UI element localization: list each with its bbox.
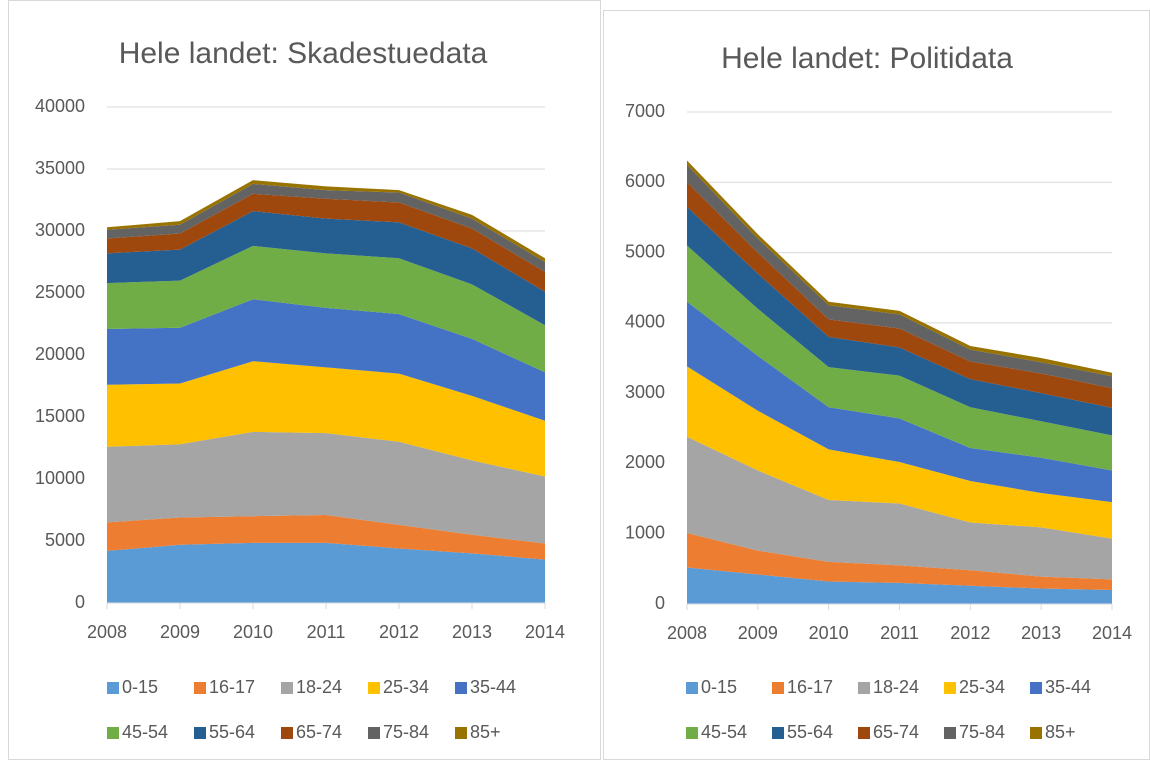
x-tick-label: 2012 — [950, 623, 990, 643]
x-tick-label: 2013 — [1021, 623, 1061, 643]
legend-label: 85+ — [470, 722, 501, 742]
x-tick-label: 2010 — [233, 622, 273, 642]
legend-label: 0-15 — [122, 677, 158, 697]
y-tick-label: 35000 — [35, 158, 85, 178]
legend-label: 85+ — [1045, 722, 1076, 742]
legend-swatch — [858, 727, 870, 739]
y-tick-label: 25000 — [35, 282, 85, 302]
legend-swatch — [772, 727, 784, 739]
legend-swatch — [686, 682, 698, 694]
x-tick-label: 2012 — [379, 622, 419, 642]
legend-swatch — [194, 727, 206, 739]
area — [687, 301, 1112, 503]
x-tick-label: 2008 — [87, 622, 127, 642]
y-tick-label: 5000 — [625, 241, 665, 261]
area — [107, 299, 545, 421]
legend-swatch — [194, 682, 206, 694]
area — [107, 183, 545, 272]
area — [687, 245, 1112, 471]
legend-swatch — [107, 682, 119, 694]
y-tick-label: 20000 — [35, 344, 85, 364]
x-tick-label: 2008 — [667, 623, 707, 643]
x-tick-label: 2014 — [1092, 623, 1132, 643]
y-tick-label: 0 — [655, 593, 665, 613]
area — [107, 245, 545, 373]
y-tick-label: 15000 — [35, 406, 85, 426]
legend-swatch — [455, 727, 467, 739]
y-tick-label: 40000 — [35, 96, 85, 116]
legend-swatch — [281, 727, 293, 739]
y-tick-label: 4000 — [625, 312, 665, 332]
y-tick-label: 1000 — [625, 522, 665, 542]
legend-swatch — [107, 727, 119, 739]
x-tick-label: 2011 — [307, 622, 346, 642]
legend-label: 45-54 — [701, 722, 747, 742]
area — [107, 431, 545, 544]
y-tick-label: 0 — [75, 592, 85, 612]
legend-swatch — [368, 682, 380, 694]
legend-label: 18-24 — [296, 677, 342, 697]
area — [687, 366, 1112, 539]
legend-swatch — [858, 682, 870, 694]
legend-swatch — [772, 682, 784, 694]
area — [687, 436, 1112, 580]
legend-label: 65-74 — [296, 722, 342, 742]
y-tick-label: 10000 — [35, 468, 85, 488]
legend-swatch — [686, 727, 698, 739]
legend-label: 65-74 — [873, 722, 919, 742]
legend-label: 75-84 — [959, 722, 1005, 742]
y-tick-label: 7000 — [625, 101, 665, 121]
legend-swatch — [1030, 682, 1042, 694]
y-tick-label: 3000 — [625, 382, 665, 402]
area — [107, 211, 545, 326]
legend-label: 25-34 — [383, 677, 429, 697]
x-tick-label: 2009 — [160, 622, 200, 642]
legend-swatch — [281, 682, 293, 694]
legend-swatch — [1030, 727, 1042, 739]
x-tick-label: 2014 — [525, 622, 565, 642]
legend-label: 16-17 — [787, 677, 833, 697]
legend-label: 35-44 — [470, 677, 516, 697]
x-tick-label: 2009 — [738, 623, 778, 643]
legend-swatch — [455, 682, 467, 694]
legend-label: 55-64 — [209, 722, 255, 742]
area — [107, 542, 545, 603]
area — [687, 182, 1112, 408]
y-tick-label: 6000 — [625, 171, 665, 191]
area — [107, 193, 545, 292]
area — [687, 533, 1112, 590]
legend-label: 0-15 — [701, 677, 737, 697]
legend-swatch — [944, 727, 956, 739]
legend-label: 35-44 — [1045, 677, 1091, 697]
legend-swatch — [368, 727, 380, 739]
y-tick-label: 5000 — [45, 530, 85, 550]
area — [687, 567, 1112, 604]
y-tick-label: 30000 — [35, 220, 85, 240]
legend-label: 55-64 — [787, 722, 833, 742]
area — [107, 514, 545, 560]
legend-swatch — [944, 682, 956, 694]
legend-label: 45-54 — [122, 722, 168, 742]
y-tick-label: 2000 — [625, 452, 665, 472]
x-tick-label: 2011 — [880, 623, 919, 643]
legend-label: 25-34 — [959, 677, 1005, 697]
legend-label: 18-24 — [873, 677, 919, 697]
legend-label: 16-17 — [209, 677, 255, 697]
area — [107, 361, 545, 477]
x-tick-label: 2010 — [809, 623, 849, 643]
x-tick-label: 2013 — [452, 622, 492, 642]
chart-title: Hele landet: Skadestuedata — [119, 37, 488, 70]
area — [687, 206, 1112, 436]
legend-label: 75-84 — [383, 722, 429, 742]
chart-title: Hele landet: Politidata — [721, 42, 1013, 75]
